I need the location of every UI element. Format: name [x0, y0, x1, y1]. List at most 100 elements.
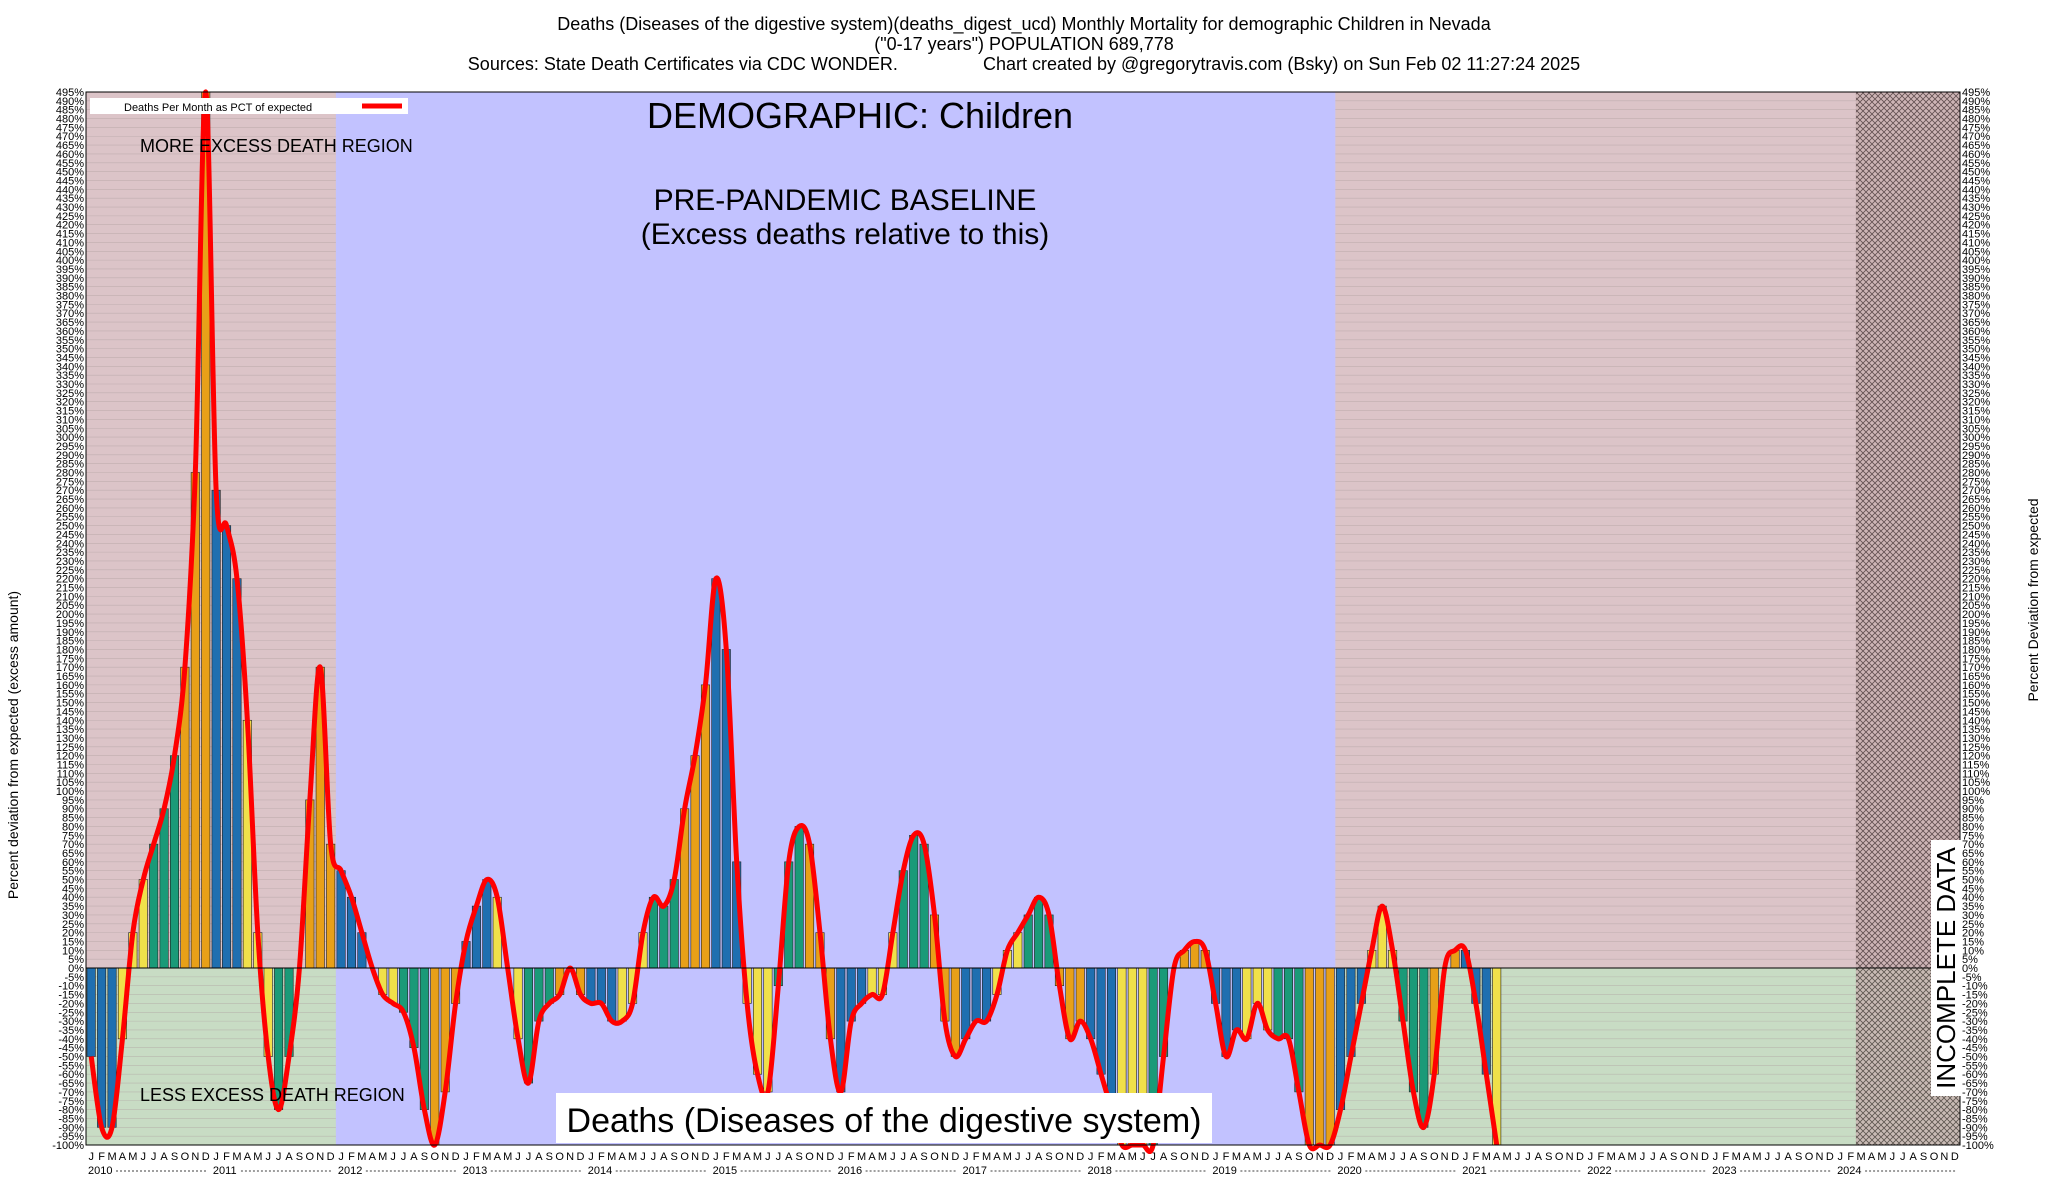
incomplete-label-box: [1931, 840, 1961, 1096]
y-tick-label: 265%: [56, 494, 84, 506]
x-tick-month: M: [1232, 1151, 1241, 1163]
y-tick-label: 300%: [1962, 432, 1990, 444]
x-tick-month: M: [1107, 1151, 1116, 1163]
y-axis-title-right: Percent Deviation from expected: [2025, 498, 2041, 701]
x-tick-month: J: [1640, 1151, 1646, 1163]
x-tick-month: F: [848, 1151, 855, 1163]
y-tick-label: 15%: [1962, 936, 1984, 948]
y-tick-label: 30%: [1962, 910, 1984, 922]
x-tick-month: J: [1088, 1151, 1094, 1163]
y-tick-label: 330%: [1962, 379, 1990, 391]
y-tick-label: 285%: [1962, 459, 1990, 471]
y-tick-label: 380%: [1962, 291, 1990, 303]
bar: [222, 525, 232, 969]
x-tick-month: A: [1035, 1151, 1043, 1163]
y-tick-label: 10%: [62, 945, 84, 957]
bar: [867, 967, 877, 995]
x-tick-month: N: [1316, 1151, 1324, 1163]
x-tick-month: A: [244, 1151, 252, 1163]
y-tick-label: -75%: [58, 1096, 84, 1108]
y-tick-label: 135%: [1962, 724, 1990, 736]
y-tick-label: 425%: [1962, 211, 1990, 223]
x-tick-month: D: [1326, 1151, 1334, 1163]
y-tick-label: -15%: [58, 990, 84, 1002]
x-tick-year: 2010: [88, 1165, 112, 1177]
y-tick-label: 5%: [1962, 954, 1978, 966]
y-tick-label: -70%: [58, 1087, 84, 1099]
y-tick-label: 185%: [56, 636, 84, 648]
x-tick-year: 2017: [963, 1165, 987, 1177]
x-tick-year: 2011: [213, 1165, 237, 1177]
y-tick-label: 325%: [56, 388, 84, 400]
x-tick-month: A: [868, 1151, 876, 1163]
cause-label: Deaths (Diseases of the digestive system…: [567, 1102, 1202, 1140]
y-tick-label: 90%: [62, 804, 84, 816]
x-tick-month: M: [628, 1151, 637, 1163]
x-tick-month: J: [515, 1151, 521, 1163]
x-tick-month: S: [1920, 1151, 1927, 1163]
x-tick-month: A: [1368, 1151, 1376, 1163]
x-tick-month: F: [1722, 1151, 1729, 1163]
x-tick-month: F: [1348, 1151, 1355, 1163]
y-tick-label: 170%: [1962, 662, 1990, 674]
x-tick-month: A: [1243, 1151, 1251, 1163]
chart-header: Deaths (Diseases of the digestive system…: [0, 14, 2048, 74]
y-tick-label: 445%: [1962, 175, 1990, 187]
y-tick-label: 375%: [1962, 299, 1990, 311]
x-tick-month: N: [816, 1151, 824, 1163]
y-tick-label: 405%: [56, 246, 84, 258]
y-tick-label: 255%: [56, 512, 84, 524]
y-tick-label: 365%: [1962, 317, 1990, 329]
legend: Deaths Per Month as PCT of expected: [90, 98, 408, 114]
x-tick-month: J: [1025, 1151, 1031, 1163]
y-tick-label: -65%: [1962, 1078, 1988, 1090]
x-tick-month: D: [202, 1151, 210, 1163]
x-tick-month: M: [1378, 1151, 1387, 1163]
y-tick-label: 180%: [1962, 644, 1990, 656]
y-tick-label: 225%: [1962, 565, 1990, 577]
y-tick-labels-left: -100%-95%-90%-85%-80%-75%-70%-65%-60%-55…: [52, 87, 84, 1152]
y-tick-label: 275%: [56, 476, 84, 488]
x-tick-month: J: [651, 1151, 657, 1163]
y-tick-label: -40%: [1962, 1034, 1988, 1046]
y-tick-label: 240%: [56, 538, 84, 550]
y-tick-label: 365%: [56, 317, 84, 329]
x-tick-month: O: [181, 1151, 190, 1163]
x-tick-month: J: [1275, 1151, 1281, 1163]
y-tick-label: 85%: [1962, 813, 1984, 825]
y-tick-label: -80%: [1962, 1105, 1988, 1117]
bar: [1075, 967, 1085, 1022]
y-tick-label: 220%: [56, 574, 84, 586]
x-tick-month: M: [1253, 1151, 1262, 1163]
x-tick-month: O: [430, 1151, 439, 1163]
y-tick-label: 20%: [1962, 928, 1984, 940]
y-tick-label: 340%: [56, 361, 84, 373]
x-tick-month: J: [901, 1151, 907, 1163]
y-tick-label: 230%: [56, 556, 84, 568]
x-tick-month: M: [1627, 1151, 1636, 1163]
x-tick-month: A: [785, 1151, 793, 1163]
y-tick-label: 430%: [56, 202, 84, 214]
x-tick-month: J: [1150, 1151, 1156, 1163]
y-tick-label: 405%: [1962, 246, 1990, 258]
x-tick-month: M: [107, 1151, 116, 1163]
x-tick-month: J: [1838, 1151, 1844, 1163]
y-tick-label: 480%: [56, 114, 84, 126]
y-tick-label: 80%: [62, 821, 84, 833]
y-tick-label: 395%: [56, 264, 84, 276]
y-tick-label: 200%: [1962, 609, 1990, 621]
x-tick-month: D: [1576, 1151, 1584, 1163]
x-tick-month: J: [1338, 1151, 1344, 1163]
y-tick-label: -60%: [1962, 1069, 1988, 1081]
series-line-group: [88, 89, 1500, 1154]
bar: [1315, 967, 1325, 1146]
y-tick-label: 290%: [1962, 450, 1990, 462]
y-tick-label: 280%: [1962, 467, 1990, 479]
axes: [85, 91, 1961, 1146]
y-tick-label: 50%: [1962, 875, 1984, 887]
y-tick-label: 105%: [1962, 777, 1990, 789]
x-tick-month: S: [1045, 1151, 1052, 1163]
baseline-label: PRE-PANDEMIC BASELINE: [654, 184, 1037, 217]
baseline-sublabel: (Excess deaths relative to this): [641, 218, 1050, 251]
bar: [211, 489, 221, 969]
